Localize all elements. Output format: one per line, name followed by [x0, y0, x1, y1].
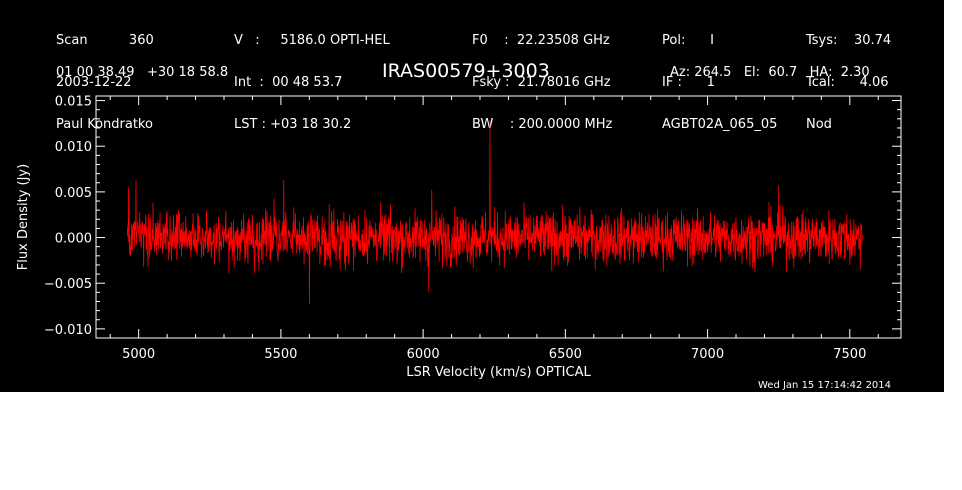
- bandwidth: BW : 200.0000 MHz: [472, 117, 613, 132]
- x-tick-label: 5000: [122, 347, 155, 362]
- integration-time: Int : 00 48 53.7: [234, 75, 343, 90]
- header-column-1: Scan 360 2003-12-22 Paul Kondratko: [56, 6, 154, 160]
- sky-frequency: Fsky : 21.78016 GHz: [472, 75, 611, 90]
- observation-date: 2003-12-22: [56, 75, 132, 90]
- x-tick-label: 7000: [691, 347, 724, 362]
- x-tick-label: 6500: [549, 347, 582, 362]
- spectrum-trace: [126, 119, 863, 305]
- project-id: AGBT02A_065_05: [662, 117, 778, 132]
- observer-name: Paul Kondratko: [56, 117, 153, 132]
- x-tick-label: 5500: [264, 347, 297, 362]
- header-column-5: Tsys: 30.74 Tcal: 4.06 Nod: [806, 6, 891, 160]
- velocity-info: V : 5186.0 OPTI-HEL: [234, 33, 390, 48]
- y-tick-label: 0.015: [55, 95, 92, 110]
- tcal-value: Tcal: 4.06: [806, 75, 889, 90]
- header-column-2: V : 5186.0 OPTI-HEL Int : 00 48 53.7 LST…: [234, 6, 390, 160]
- if-number: IF : 1: [662, 75, 715, 90]
- y-tick-label: −0.005: [44, 277, 92, 292]
- y-tick-label: 0.010: [55, 140, 92, 155]
- spectrum-chart: 5000 5500 6000 6500 7000 7500 −0.010 −0.005 0.00…: [16, 95, 902, 380]
- header-column-4: Pol: I IF : 1 AGBT02A_065_05: [662, 6, 777, 160]
- x-tick-label: 6000: [407, 347, 440, 362]
- lst-info: LST : +03 18 30.2: [234, 117, 352, 132]
- plot-frame: [95, 95, 902, 339]
- tsys-value: Tsys: 30.74: [806, 33, 892, 48]
- y-tick-label: −0.010: [44, 323, 92, 338]
- x-tick-label: 7500: [833, 347, 866, 362]
- source-coordinates: 01 00 38.49 +30 18 58.8: [56, 65, 229, 80]
- header-column-3: F0 : 22.23508 GHz Fsky : 21.78016 GHz BW…: [472, 6, 612, 160]
- polarization: Pol: I: [662, 33, 714, 48]
- timestamp: Wed Jan 15 17:14:42 2014: [758, 380, 892, 391]
- y-tick-label: 0.000: [55, 232, 92, 247]
- pointing-info: Az: 264.5 El: 60.7 HA: 2.30: [670, 65, 870, 80]
- procedure-name: Nod: [806, 117, 832, 132]
- rest-frequency: F0 : 22.23508 GHz: [472, 33, 610, 48]
- source-name: IRAS00579+3003: [382, 60, 550, 82]
- x-axis-label: LSR Velocity (km/s) OPTICAL: [406, 365, 591, 380]
- plot-panel: Scan 360 2003-12-22 Paul Kondratko V : 5…: [0, 0, 944, 392]
- y-axis-label: Flux Density (Jy): [16, 164, 31, 270]
- scan-number: Scan 360: [56, 33, 154, 48]
- y-tick-label: 0.005: [55, 186, 92, 201]
